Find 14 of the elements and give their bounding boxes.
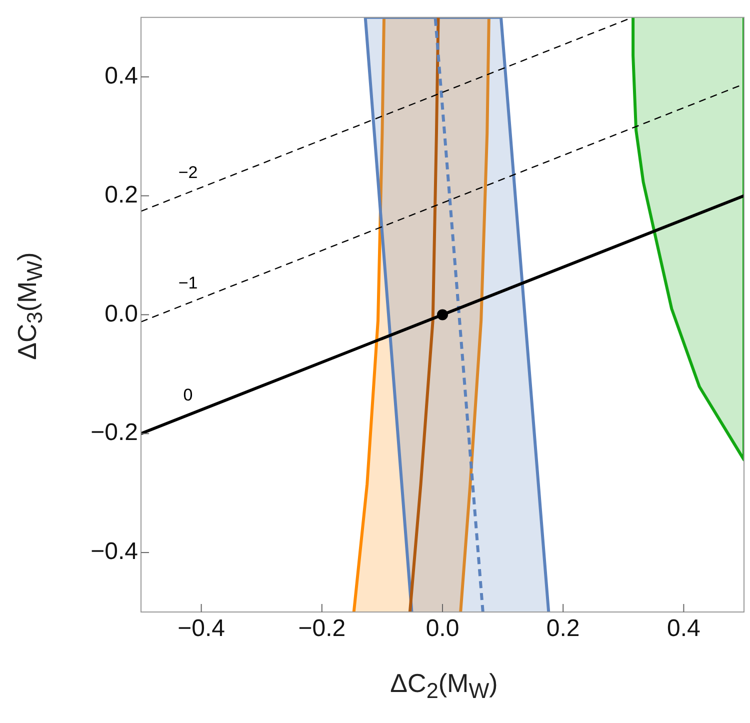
y-tick-label: −0.4 <box>90 538 138 566</box>
x-tick-label: 0.2 <box>546 615 580 642</box>
y-tick-label: 0.2 <box>104 181 138 208</box>
series-label: −1 <box>178 274 198 293</box>
x-tick-label: −0.2 <box>298 615 346 642</box>
y-tick-label: 0.4 <box>104 62 138 90</box>
series-label: −2 <box>178 162 198 182</box>
y-tick-label: 0.0 <box>104 300 138 328</box>
x-tick-label: 0.0 <box>426 615 460 642</box>
x-tick-label: −0.4 <box>178 615 225 642</box>
x-tick-label: 0.4 <box>667 615 700 642</box>
series-label: 0 <box>183 385 193 404</box>
y-tick-label: −0.2 <box>90 419 138 446</box>
x-axis-title: ΔC$_{2}$(M$_{W}$) <box>390 668 498 704</box>
